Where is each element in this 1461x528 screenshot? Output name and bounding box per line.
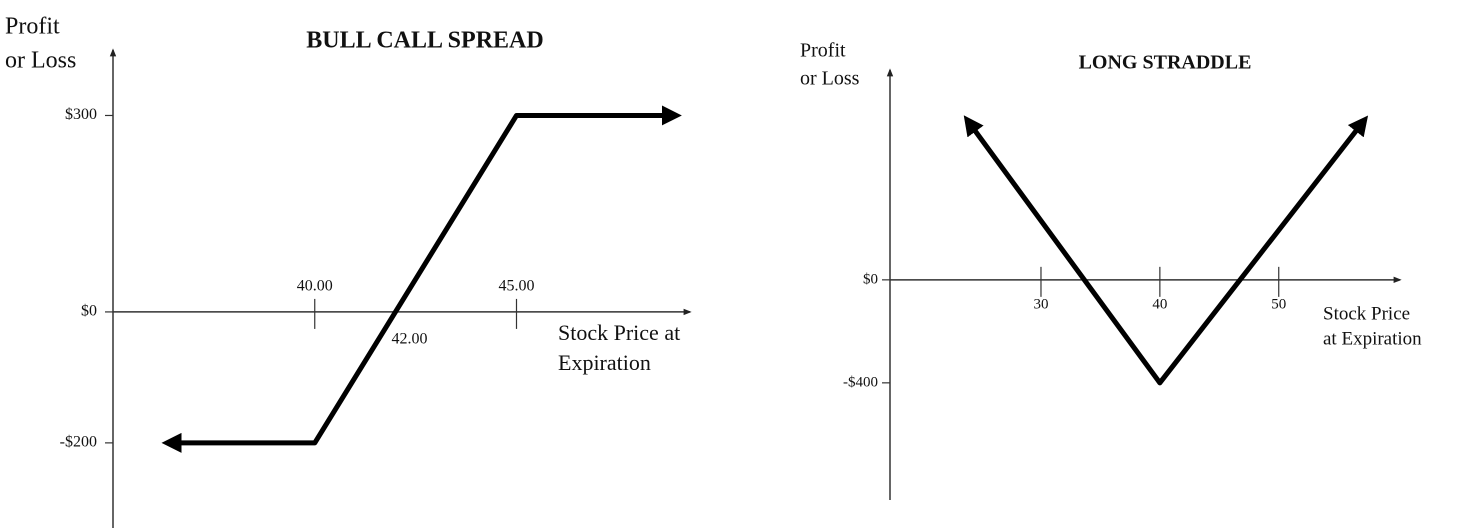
y-tick-label: -$400 bbox=[843, 374, 878, 390]
y-axis-label: or Loss bbox=[5, 48, 76, 74]
payoff-line bbox=[963, 115, 1369, 386]
x-axis-label: Stock Price bbox=[1323, 303, 1410, 324]
y-tick-label: $300 bbox=[65, 106, 97, 123]
y-tick-label: $0 bbox=[863, 271, 878, 287]
annotation: 42.00 bbox=[391, 331, 427, 348]
y-axis-label: Profit bbox=[800, 40, 846, 62]
x-axis-label: Expiration bbox=[558, 350, 651, 375]
chart-title: LONG STRADDLE bbox=[1079, 52, 1252, 74]
y-axis-label: or Loss bbox=[800, 68, 860, 90]
y-tick-label: $0 bbox=[81, 303, 97, 320]
x-axis-label: Stock Price at bbox=[558, 320, 680, 345]
y-tick-label: -$200 bbox=[60, 434, 97, 451]
x-tick-label: 40.00 bbox=[297, 278, 333, 295]
x-tick-label: 30 bbox=[1033, 296, 1048, 312]
x-tick-label: 45.00 bbox=[498, 278, 534, 295]
payoff-line bbox=[161, 105, 682, 453]
x-tick-label: 50 bbox=[1271, 296, 1286, 312]
x-tick-label: 40 bbox=[1152, 296, 1167, 312]
y-axis-label: Profit bbox=[5, 14, 60, 40]
chart-title: BULL CALL SPREAD bbox=[306, 28, 543, 54]
x-axis-label: at Expiration bbox=[1323, 328, 1422, 349]
